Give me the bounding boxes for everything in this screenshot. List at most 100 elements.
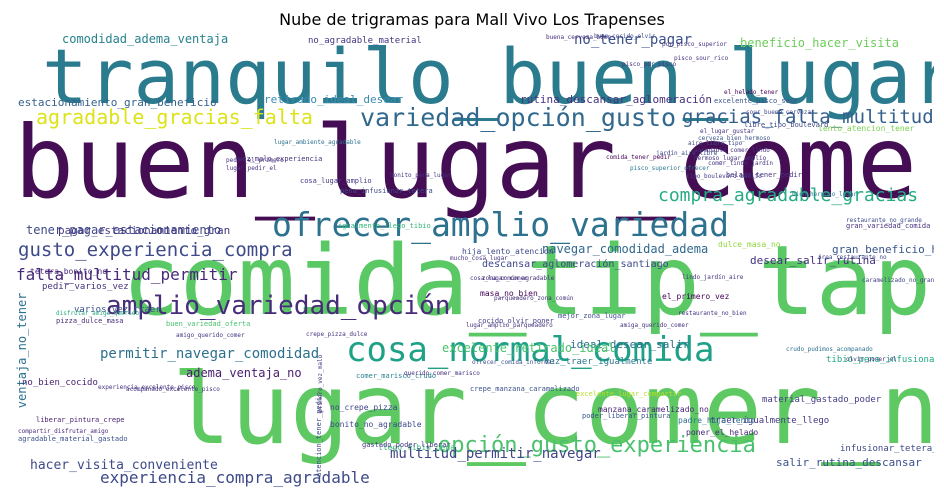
cloud-word: poner_el_helado bbox=[686, 428, 759, 437]
cloud-word: ofrecer_comida_informal bbox=[472, 359, 556, 366]
cloud-word: material_gastado_poder bbox=[762, 395, 882, 405]
cloud-word: ventaja_no_tener bbox=[15, 292, 29, 409]
cloud-word: tranquilo_buen_lugar bbox=[42, 33, 934, 121]
cloud-word: lugar_pedir_el bbox=[226, 165, 277, 172]
cloud-word: jardín_aire_libre bbox=[656, 150, 718, 157]
cloud-word: gastado_poder_liberar bbox=[362, 441, 451, 449]
cloud-word: comida_tener_pedir bbox=[606, 154, 672, 161]
cloud-word: área_restaurante_no bbox=[818, 254, 887, 261]
cloud-word: adema_ventaja_no bbox=[186, 366, 302, 380]
cloud-word: compartir_disfrutar_amigo bbox=[18, 428, 109, 435]
cloud-word: mucho_cosa_lugar bbox=[450, 255, 508, 262]
cloud-word: pedir_el_primero bbox=[226, 157, 284, 164]
cloud-word: excelente_retirado_ideal bbox=[442, 341, 616, 355]
cloud-word: aire_libre_tipo bbox=[688, 140, 743, 147]
cloud-word: vez_traer_igualmente bbox=[544, 357, 653, 367]
cloud-word: infusionar_tetera_bonito bbox=[840, 444, 934, 454]
cloud-word: querido_comer_marisco bbox=[404, 370, 480, 377]
cloud-word: multitud_permitir_navegar bbox=[390, 446, 601, 462]
cloud-word: excelente_lugar_compartir bbox=[576, 390, 682, 398]
cloud-word: parqueadero_zona_común bbox=[494, 295, 574, 302]
cloud-word: hacer_visita_conveniente bbox=[30, 458, 218, 473]
cloud-word: opción_gusto_experiencia bbox=[438, 433, 756, 458]
cloud-word: lugar_amplio_parqueadero bbox=[466, 322, 553, 329]
cloud-word: agradable_material_gastado bbox=[18, 435, 128, 443]
cloud-word: pagar_estacionamiento_gran bbox=[58, 224, 231, 237]
cloud-word: liberar_pintura_crepe bbox=[36, 416, 125, 424]
cloud-word: bien_hermoso_lugar bbox=[792, 191, 858, 198]
cloud-word: poder_liberar_pintura bbox=[582, 412, 671, 420]
cloud-word: amiga_querido_comer bbox=[620, 322, 689, 329]
cloud-word: pizza_dulce_masa bbox=[56, 317, 124, 325]
cloud-word: padre_hija_lento bbox=[678, 416, 756, 425]
cloud-word: cocido_olvir_poner bbox=[478, 317, 554, 325]
cloud-word: el_primero_vez bbox=[662, 292, 730, 301]
cloud-word: salir_rutina_descansar bbox=[776, 456, 922, 469]
word-cloud: tranquilo_buen_lugar buen_lugar_comer comi… bbox=[10, 33, 934, 495]
cloud-word: vez_malo_experiencia bbox=[238, 155, 323, 163]
cloud-word: llego_tibio_pena bbox=[378, 443, 456, 452]
cloud-word: tetera_bonito_no bbox=[30, 267, 108, 276]
cloud-word: lento_atencion_tener bbox=[818, 124, 915, 133]
cloud-word: pena_infusionar_tetera bbox=[340, 187, 433, 195]
cloud-word: comer_marisco_crudo bbox=[356, 372, 437, 380]
cloud-word: gusto_experiencia_compra bbox=[18, 239, 293, 261]
cloud-word: primero_vez_malo bbox=[317, 354, 324, 413]
cloud-word: bonito_pena_lugar bbox=[390, 172, 452, 179]
cloud-word: agradable_comer_lindo bbox=[694, 147, 770, 154]
cloud-word: cosa_lugar_comer bbox=[470, 275, 528, 282]
cloud-word: libre_tipo_boulevard bbox=[744, 121, 829, 129]
cloud-word: variedad_opción_gusto bbox=[360, 103, 677, 132]
cloud-word: lugar_ambiente_agradable bbox=[274, 139, 361, 146]
cloud-word: no_tener_pagar bbox=[574, 33, 693, 48]
cloud-word: descansar_aglomeración_santiago bbox=[482, 259, 669, 270]
cloud-word: el_lugar_gustar bbox=[700, 128, 755, 135]
cloud-word: rutina_descansar_aglomeración bbox=[520, 93, 713, 106]
cloud-word: crudo_pudimos_acompanado bbox=[786, 346, 873, 353]
cloud-word: lugar_comer_no bbox=[172, 353, 934, 467]
cloud-word: amplio_variedad_opción bbox=[106, 291, 451, 321]
cloud-word: tibio_pena_infusionar bbox=[826, 355, 934, 365]
cloud-word: comer_lindo_jardín bbox=[708, 160, 774, 167]
cloud-word: falta_multitud_permitir bbox=[16, 265, 238, 284]
cloud-word: cerveza_bien_hermoso bbox=[698, 135, 771, 142]
cloud-word: por_pisco_superior bbox=[662, 41, 728, 48]
cloud-word: buena_cerveza_bien bbox=[546, 34, 612, 41]
cloud-word: bonito_no_agradable bbox=[330, 420, 422, 429]
cloud-word: pisco_superior_ofrecer bbox=[630, 165, 710, 172]
cloud-word: no_agradable_material bbox=[308, 36, 422, 46]
cloud-word: lindo_jardín_aire bbox=[682, 274, 744, 281]
cloud-word: tipo_boulevard_bonito bbox=[686, 173, 762, 180]
cloud-word: cosa_normal_comida bbox=[346, 330, 715, 370]
cloud-word: comida_tip_tap bbox=[122, 225, 932, 337]
cloud-word: sour_buena_cerveza bbox=[746, 109, 812, 116]
cloud-word: experiencia_excelente_pisco bbox=[98, 384, 196, 391]
cloud-word: no_bien_cocido bbox=[22, 378, 98, 388]
cloud-word: desear_salir_rutina bbox=[750, 254, 876, 267]
cloud-word: caramelizado_no_grande bbox=[862, 277, 934, 284]
cloud-word: disfrutar_amigo_querido bbox=[56, 310, 140, 317]
cloud-word: hija_lento_atencion bbox=[462, 247, 554, 256]
cloud-word: buen_variedad_oferta bbox=[166, 320, 251, 328]
cloud-word: tener_pagar_estacionamiento bbox=[26, 223, 222, 237]
cloud-word: retirado_ideal_desear bbox=[264, 93, 404, 106]
cloud-word: excelente_pisco_sour bbox=[714, 97, 799, 105]
cloud-word: estacionamiento_gran_beneficio bbox=[18, 96, 217, 109]
cloud-word: olvir_poner_el bbox=[846, 356, 897, 363]
cloud-word: mejor_zona_lugar bbox=[558, 312, 626, 320]
cloud-word: gran_beneficio_hacer bbox=[832, 243, 934, 256]
cloud-word: restaurante_no_grande bbox=[846, 217, 922, 224]
cloud-word: el_helado_tener bbox=[724, 89, 779, 96]
cloud-word: no_crepe_pizza bbox=[330, 403, 398, 412]
cloud-word: manzana_caramelizado_no bbox=[598, 405, 709, 414]
cloud-word: beneficio_hacer_visita bbox=[740, 36, 899, 50]
cloud-word: restaurante_no_bien bbox=[678, 310, 747, 317]
cloud-word: buen_lugar_comer bbox=[14, 104, 934, 221]
cloud-word: zona_común_agradable bbox=[482, 275, 555, 282]
cloud-word: pisco_sour_rico bbox=[674, 55, 729, 62]
cloud-word: buen_cocido_olvir bbox=[594, 33, 656, 40]
cloud-word: agradable_gracias_falta bbox=[36, 105, 313, 129]
cloud-word: ideal_desear_salir bbox=[570, 338, 690, 351]
cloud-word: gracias_falta_multitud bbox=[682, 106, 934, 128]
cloud-word: dulce_masa_no bbox=[718, 240, 781, 249]
